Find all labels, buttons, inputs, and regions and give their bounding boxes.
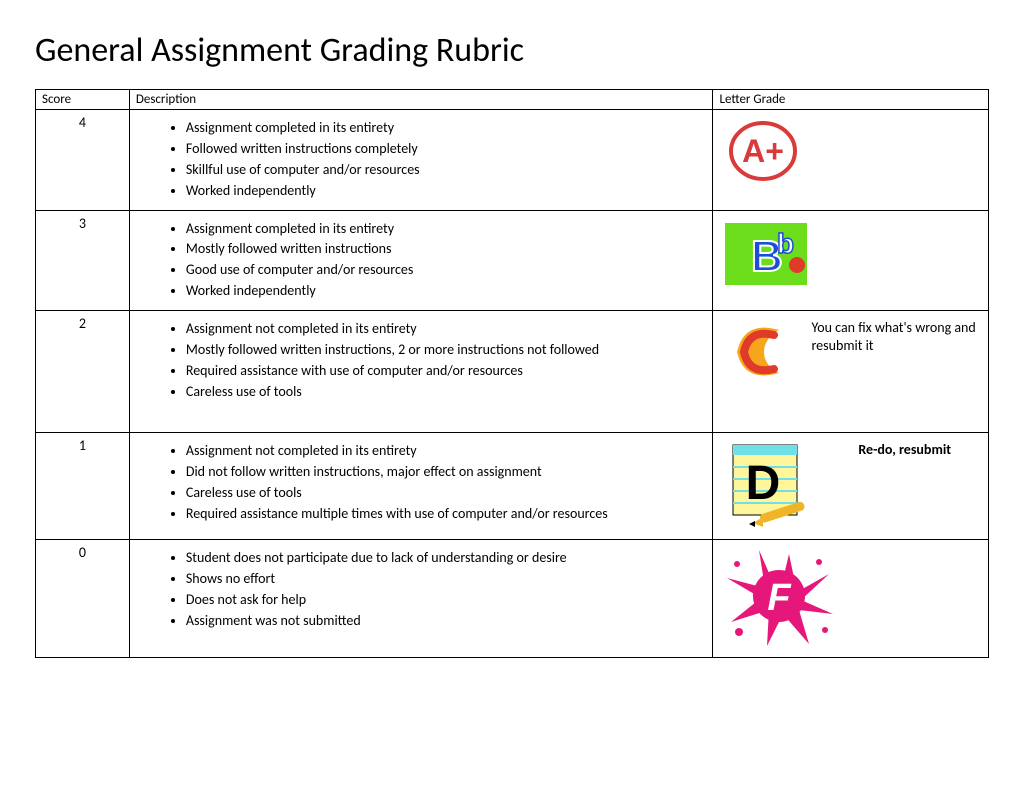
bullet: Shows no effort xyxy=(186,569,707,590)
grade-cell: You can fix what's wrong and resubmit it xyxy=(713,311,989,433)
bullet: Assignment was not submitted xyxy=(186,611,707,632)
grade-cell: D Re-do, resubmit xyxy=(713,433,989,540)
grade-cell: B b xyxy=(713,210,989,311)
table-row: 3 Assignment completed in its entirety M… xyxy=(36,210,989,311)
header-row: Score Description Letter Grade xyxy=(36,90,989,110)
score-cell: 4 xyxy=(36,110,130,211)
grade-note: You can fix what's wrong and resubmit it xyxy=(811,315,982,355)
bullet: Assignment completed in its entirety xyxy=(186,118,707,139)
score-cell: 0 xyxy=(36,540,130,658)
grade-note: Re-do, resubmit xyxy=(827,437,982,459)
grade-f-icon: F xyxy=(719,544,839,652)
bullet: Required assistance with use of computer… xyxy=(186,361,707,382)
bullet: Did not follow written instructions, maj… xyxy=(186,462,707,483)
grade-d-icon: D xyxy=(719,437,819,535)
bullet: Followed written instructions completely xyxy=(186,139,707,160)
svg-text:A+: A+ xyxy=(743,133,785,169)
bullet: Required assistance multiple times with … xyxy=(186,504,707,525)
col-score-header: Score xyxy=(36,90,130,110)
score-cell: 2 xyxy=(36,311,130,433)
bullet: Student does not participate due to lack… xyxy=(186,548,707,569)
bullet: Assignment not completed in its entirety xyxy=(186,441,707,462)
bullet: Skillful use of computer and/or resource… xyxy=(186,160,707,181)
table-row: 2 Assignment not completed in its entire… xyxy=(36,311,989,433)
grade-cell: F xyxy=(713,540,989,658)
svg-text:F: F xyxy=(768,577,793,619)
grade-b-icon: B b xyxy=(719,215,813,297)
col-grade-header: Letter Grade xyxy=(713,90,989,110)
rubric-table: Score Description Letter Grade 4 Assignm… xyxy=(35,89,989,658)
bullet: Worked independently xyxy=(186,181,707,202)
page-title: General Assignment Grading Rubric xyxy=(35,30,989,71)
desc-cell: Assignment completed in its entirety Mos… xyxy=(129,210,713,311)
svg-text:b: b xyxy=(777,228,794,259)
desc-cell: Assignment completed in its entirety Fol… xyxy=(129,110,713,211)
bullet: Mostly followed written instructions, 2 … xyxy=(186,340,707,361)
score-cell: 3 xyxy=(36,210,130,311)
desc-cell: Student does not participate due to lack… xyxy=(129,540,713,658)
bullet: Does not ask for help xyxy=(186,590,707,611)
bullet: Careless use of tools xyxy=(186,382,707,403)
table-row: 4 Assignment completed in its entirety F… xyxy=(36,110,989,211)
bullet: Mostly followed written instructions xyxy=(186,239,707,260)
desc-cell: Assignment not completed in its entirety… xyxy=(129,433,713,540)
grade-c-icon xyxy=(719,315,803,393)
bullet: Assignment completed in its entirety xyxy=(186,219,707,240)
svg-text:D: D xyxy=(746,457,781,510)
col-desc-header: Description xyxy=(129,90,713,110)
grade-cell: A+ xyxy=(713,110,989,211)
score-cell: 1 xyxy=(36,433,130,540)
table-row: 1 Assignment not completed in its entire… xyxy=(36,433,989,540)
bullet: Assignment not completed in its entirety xyxy=(186,319,707,340)
bullet: Good use of computer and/or resources xyxy=(186,260,707,281)
grade-a-plus-icon: A+ xyxy=(719,114,813,192)
bullet: Careless use of tools xyxy=(186,483,707,504)
bullet: Worked independently xyxy=(186,281,707,302)
desc-cell: Assignment not completed in its entirety… xyxy=(129,311,713,433)
table-row: 0 Student does not participate due to la… xyxy=(36,540,989,658)
